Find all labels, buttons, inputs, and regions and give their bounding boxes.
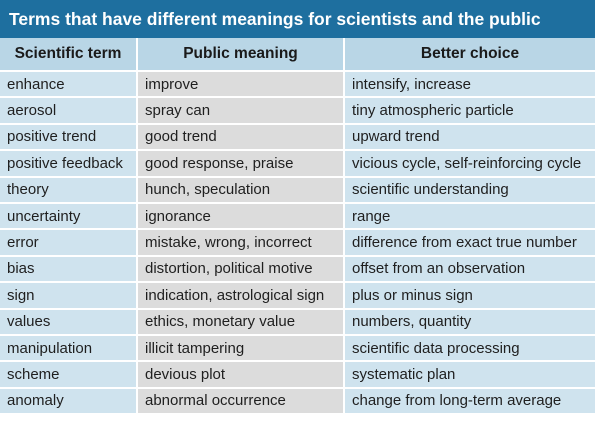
header-scientific-term: Scientific term <box>0 38 138 72</box>
cell-scientific-term: values <box>0 309 138 336</box>
table-row: error mistake, wrong, incorrect differen… <box>0 230 595 257</box>
table-row: anomaly abnormal occurrence change from … <box>0 388 595 416</box>
cell-better-choice: scientific data processing <box>345 335 595 363</box>
cell-better-choice: tiny atmospheric particle <box>345 98 595 125</box>
cell-better-choice: numbers, quantity <box>345 309 595 336</box>
cell-better-choice: systematic plan <box>345 362 595 389</box>
cell-public-meaning: hunch, speculation <box>138 177 345 204</box>
cell-scientific-term: positive trend <box>0 124 138 152</box>
cell-better-choice: range <box>345 203 595 231</box>
cell-public-meaning: abnormal occurrence <box>138 388 345 416</box>
cell-scientific-term: theory <box>0 177 138 204</box>
cell-public-meaning: distortion, political motive <box>138 256 345 284</box>
terms-grid: Scientific term Public meaning Better ch… <box>0 38 595 416</box>
table-row: bias distortion, political motive offset… <box>0 256 595 284</box>
cell-public-meaning: indication, astrological sign <box>138 283 345 310</box>
cell-better-choice: scientific understanding <box>345 177 595 204</box>
cell-scientific-term: scheme <box>0 362 138 389</box>
table-row: values ethics, monetary value numbers, q… <box>0 309 595 336</box>
cell-scientific-term: uncertainty <box>0 203 138 231</box>
table-row: scheme devious plot systematic plan <box>0 362 595 389</box>
table-row: sign indication, astrological sign plus … <box>0 283 595 310</box>
table-row: theory hunch, speculation scientific und… <box>0 177 595 204</box>
cell-better-choice: plus or minus sign <box>345 283 595 310</box>
table-row: positive feedback good response, praise … <box>0 151 595 178</box>
cell-public-meaning: good response, praise <box>138 151 345 178</box>
header-row: Scientific term Public meaning Better ch… <box>0 38 595 72</box>
cell-public-meaning: devious plot <box>138 362 345 389</box>
cell-scientific-term: anomaly <box>0 388 138 416</box>
cell-scientific-term: sign <box>0 283 138 310</box>
cell-scientific-term: error <box>0 230 138 257</box>
cell-better-choice: intensify, increase <box>345 72 595 99</box>
table-row: positive trend good trend upward trend <box>0 124 595 152</box>
cell-public-meaning: ignorance <box>138 203 345 231</box>
cell-better-choice: offset from an observation <box>345 256 595 284</box>
cell-better-choice: change from long-term average <box>345 388 595 416</box>
table-row: aerosol spray can tiny atmospheric parti… <box>0 98 595 125</box>
cell-public-meaning: mistake, wrong, incorrect <box>138 230 345 257</box>
table-row: enhance improve intensify, increase <box>0 72 595 99</box>
header-public-meaning: Public meaning <box>138 38 345 72</box>
table-title: Terms that have different meanings for s… <box>0 0 595 38</box>
cell-scientific-term: bias <box>0 256 138 284</box>
cell-scientific-term: positive feedback <box>0 151 138 178</box>
cell-scientific-term: enhance <box>0 72 138 99</box>
cell-better-choice: difference from exact true number <box>345 230 595 257</box>
cell-scientific-term: aerosol <box>0 98 138 125</box>
cell-public-meaning: good trend <box>138 124 345 152</box>
cell-better-choice: vicious cycle, self-reinforcing cycle <box>345 151 595 178</box>
cell-public-meaning: illicit tampering <box>138 335 345 363</box>
cell-public-meaning: spray can <box>138 98 345 125</box>
table-row: uncertainty ignorance range <box>0 203 595 231</box>
cell-public-meaning: ethics, monetary value <box>138 309 345 336</box>
cell-better-choice: upward trend <box>345 124 595 152</box>
cell-scientific-term: manipulation <box>0 335 138 363</box>
table-row: manipulation illicit tampering scientifi… <box>0 335 595 363</box>
cell-public-meaning: improve <box>138 72 345 99</box>
header-better-choice: Better choice <box>345 38 595 72</box>
